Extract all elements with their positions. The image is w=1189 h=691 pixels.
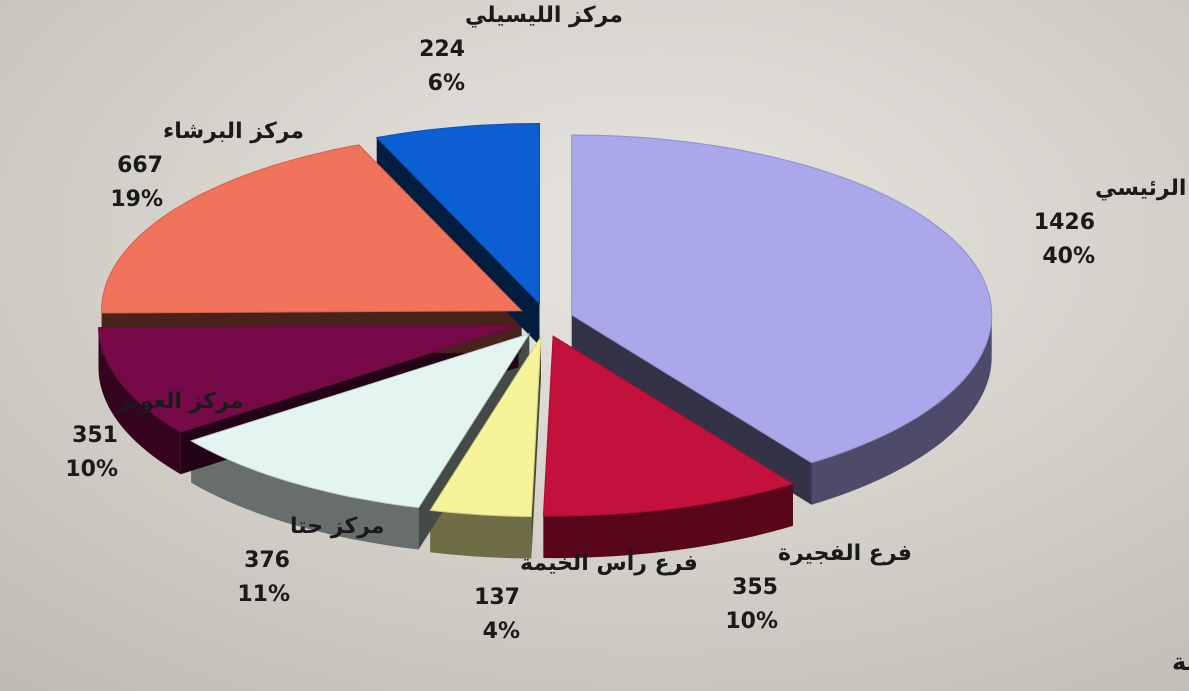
slice-label: مركز حتا <box>290 514 385 539</box>
chart: الفرع الرئيسي1426 40% فرع الفجيرة355 10% فرع… <box>0 0 1189 691</box>
page: الفرع الرئيسي1426 40% فرع الفجيرة355 10% فرع… <box>0 0 1189 691</box>
slice-value: 351 <box>72 423 118 448</box>
slice-value: 355 <box>732 575 778 600</box>
slice-value: 667 <box>117 153 163 178</box>
slice-percent: 4% <box>483 619 520 644</box>
footnote: إجمالي الحالات: 3536 حالة <box>1172 648 1189 676</box>
slice-value: 224 <box>419 37 465 62</box>
slice-percent: 19% <box>110 187 163 212</box>
slice-label: مركز الليسيلي <box>465 3 623 28</box>
slice-percent: 10% <box>725 609 778 634</box>
slice-percent: 6% <box>428 71 465 96</box>
slice-label: مركز العوير <box>117 389 243 414</box>
slice-percent: 11% <box>237 582 290 607</box>
slice-side <box>430 510 531 558</box>
slice-percent: 10% <box>65 457 118 482</box>
slice-percent: 40% <box>1042 244 1095 269</box>
slice-label: فرع رأس الخيمة <box>520 547 698 576</box>
slice-value: 137 <box>474 585 520 610</box>
slice-label: مركز البرشاء <box>163 119 304 144</box>
slice-value: 1426 <box>1034 210 1095 235</box>
slice-value: 376 <box>244 548 290 573</box>
slice-label: فرع الفجيرة <box>778 541 912 566</box>
slice-label: الفرع الرئيسي <box>1095 176 1189 201</box>
